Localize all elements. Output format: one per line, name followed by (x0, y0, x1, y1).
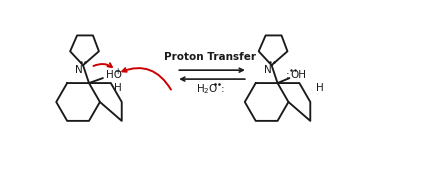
Text: +: + (114, 67, 121, 76)
Text: OH: OH (290, 70, 306, 80)
FancyArrowPatch shape (122, 68, 171, 90)
FancyArrowPatch shape (93, 63, 112, 67)
Text: N: N (263, 65, 271, 75)
Text: N: N (75, 65, 83, 75)
Text: Proton Transfer: Proton Transfer (164, 52, 256, 62)
Text: H$_2$O :: H$_2$O : (195, 82, 224, 96)
Text: H: H (316, 83, 323, 93)
Text: H: H (114, 83, 122, 93)
Text: HO: HO (105, 70, 122, 80)
Text: :: : (285, 70, 289, 80)
